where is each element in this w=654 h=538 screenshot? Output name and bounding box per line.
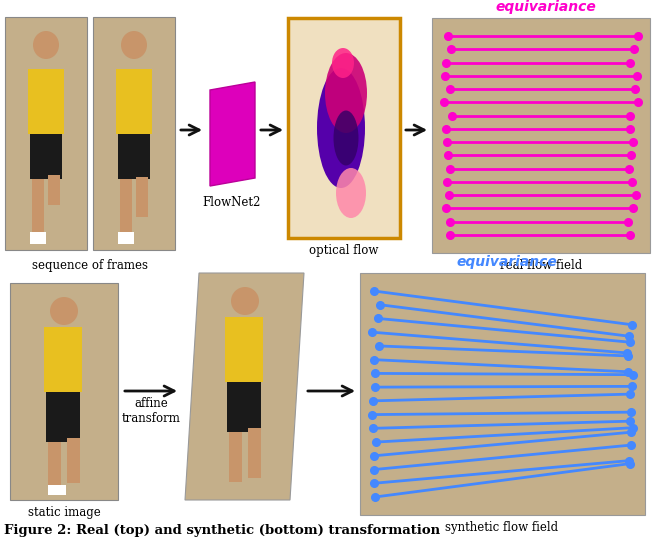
- Bar: [136, 177, 148, 217]
- Ellipse shape: [332, 48, 354, 78]
- Text: optical flow: optical flow: [309, 244, 379, 257]
- Bar: [46, 392, 80, 442]
- Polygon shape: [185, 273, 304, 500]
- Bar: [5, 17, 87, 250]
- Text: equivariance: equivariance: [456, 255, 557, 269]
- Ellipse shape: [325, 53, 367, 133]
- Text: affine
transform: affine transform: [122, 397, 181, 425]
- Bar: [288, 18, 400, 238]
- Bar: [93, 17, 175, 250]
- Ellipse shape: [231, 287, 259, 315]
- Text: static image: static image: [27, 506, 100, 519]
- Text: synthetic flow field: synthetic flow field: [445, 521, 559, 534]
- Ellipse shape: [33, 31, 59, 59]
- Text: sequence of frames: sequence of frames: [32, 259, 148, 272]
- Text: Figure 2: Real (top) and synthetic (bottom) transformation
fields exploited to e: Figure 2: Real (top) and synthetic (bott…: [4, 524, 440, 538]
- Ellipse shape: [121, 31, 147, 59]
- Polygon shape: [210, 82, 255, 186]
- Ellipse shape: [317, 68, 365, 188]
- Bar: [229, 432, 242, 482]
- Bar: [48, 485, 66, 495]
- FancyBboxPatch shape: [48, 175, 60, 205]
- Bar: [30, 232, 46, 244]
- Bar: [360, 273, 645, 515]
- Text: real flow field: real flow field: [500, 259, 582, 272]
- Bar: [67, 438, 80, 483]
- Bar: [248, 428, 261, 478]
- Bar: [227, 382, 261, 432]
- Bar: [116, 69, 152, 134]
- Bar: [118, 134, 150, 179]
- Bar: [28, 69, 64, 134]
- Text: equivariance: equivariance: [496, 0, 596, 14]
- Bar: [32, 179, 44, 234]
- Bar: [120, 179, 132, 234]
- Bar: [10, 283, 118, 500]
- Text: FlowNet2: FlowNet2: [203, 196, 261, 209]
- Bar: [30, 134, 62, 179]
- Bar: [48, 442, 61, 487]
- Bar: [44, 327, 82, 392]
- Bar: [432, 18, 650, 253]
- Ellipse shape: [336, 168, 366, 218]
- Bar: [118, 232, 134, 244]
- Bar: [225, 317, 263, 382]
- Ellipse shape: [334, 110, 358, 166]
- Ellipse shape: [50, 297, 78, 325]
